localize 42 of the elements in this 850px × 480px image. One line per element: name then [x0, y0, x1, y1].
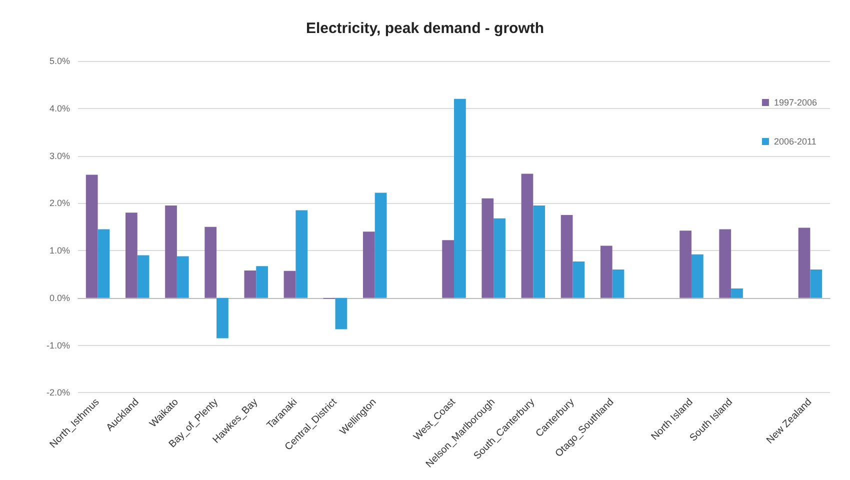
bar — [798, 228, 810, 298]
bar — [560, 215, 573, 298]
y-tick-label: 3.0% — [49, 150, 70, 161]
bar — [125, 212, 138, 298]
bar — [572, 261, 585, 298]
bar — [165, 206, 177, 298]
bar — [204, 226, 217, 298]
bar — [600, 246, 612, 298]
bar — [442, 240, 454, 298]
bar — [98, 229, 110, 298]
bar — [256, 266, 268, 298]
bar — [533, 206, 546, 298]
bar — [86, 174, 98, 298]
bar — [454, 98, 466, 298]
y-tick-label: 2.0% — [49, 198, 70, 208]
bar — [810, 270, 822, 298]
bar — [216, 298, 228, 338]
legend-label: 2006-2011 — [774, 136, 816, 146]
bar — [362, 232, 375, 298]
y-tick-label: 4.0% — [49, 103, 70, 114]
bar — [296, 210, 308, 298]
y-tick-label: -1.0% — [46, 340, 70, 350]
bar — [680, 230, 692, 298]
bar — [244, 270, 256, 298]
bar — [731, 288, 743, 298]
bar — [494, 218, 506, 298]
legend-label: 1997-2006 — [774, 98, 818, 108]
bar — [521, 174, 534, 298]
bar — [284, 270, 296, 298]
bar — [335, 298, 348, 330]
bar — [137, 255, 150, 298]
y-tick-label: 0.0% — [49, 292, 70, 303]
y-tick-label: 1.0% — [49, 246, 70, 256]
bar — [482, 198, 494, 298]
y-tick-label: -2.0% — [46, 388, 70, 398]
bar — [374, 192, 387, 298]
chart-title: Electricity, peak demand - growth — [306, 20, 544, 37]
bar — [176, 256, 189, 298]
y-tick-label: 5.0% — [49, 56, 70, 66]
bar — [691, 254, 704, 298]
bar — [719, 229, 732, 298]
bar — [612, 270, 624, 298]
